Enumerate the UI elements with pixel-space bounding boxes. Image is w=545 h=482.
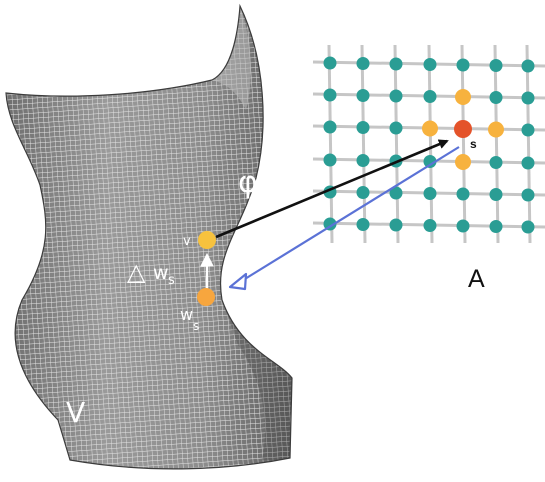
grid-line-v: [493, 44, 500, 244]
grid-line-v: [327, 44, 334, 244]
point-ws-label: w: [180, 305, 193, 324]
grid-node: [521, 220, 535, 234]
delta-subscript: s: [168, 273, 175, 288]
grid-node: [489, 220, 503, 233]
grid-node-neighbor: [455, 154, 471, 170]
grid-label: A: [468, 265, 485, 293]
grid-node: [323, 56, 337, 70]
grid-node: [489, 156, 503, 169]
point-v-label: v: [183, 234, 191, 249]
grid-node: [356, 57, 370, 70]
surface-fold-highlight: [212, 6, 251, 110]
grid-node: [389, 218, 403, 232]
delta-arrow-head: [200, 252, 214, 267]
surface-fold-shadow: [222, 300, 292, 460]
grid-node: [423, 58, 437, 71]
grid-node: [423, 90, 437, 103]
grid-node: [356, 121, 370, 134]
point-ws-subscript: s: [193, 319, 199, 333]
arrow-s-to-ws-head: [228, 272, 248, 291]
grid-node: [489, 59, 503, 72]
grid-line-v: [360, 44, 367, 244]
grid-node: [423, 187, 437, 200]
point-ws: [197, 288, 215, 306]
grid-node: [456, 187, 470, 201]
delta-w-label: w: [153, 262, 169, 284]
grid-node: [456, 219, 470, 233]
grid-node: [521, 59, 535, 73]
grid-line-v: [525, 44, 532, 244]
grid-node: [323, 88, 337, 102]
grid-node: [489, 91, 503, 104]
grid-node: [521, 156, 535, 170]
grid-node: [521, 91, 535, 105]
grid-node: [489, 188, 503, 201]
grid-node-neighbor: [455, 89, 471, 105]
surface-v: [5, 5, 293, 470]
point-v: [198, 231, 216, 249]
map-phi-subscript: w: [257, 190, 271, 210]
surface-v-label: V: [66, 396, 85, 429]
grid-node: [356, 218, 370, 231]
grid-a: [312, 44, 545, 244]
grid-node: [389, 121, 403, 135]
arrow-phi-v-to-s: [215, 139, 449, 239]
grid-node: [456, 58, 470, 72]
grid-line-v: [427, 44, 434, 244]
grid-node: [323, 120, 337, 134]
grid-node: [323, 153, 337, 167]
grid-node: [356, 186, 370, 199]
grid-node: [389, 89, 403, 103]
grid-line-v: [393, 44, 400, 244]
grid-node-center-s: [454, 120, 472, 138]
grid-node-neighbor: [422, 120, 438, 137]
grid-node: [423, 219, 437, 232]
grid-node: [356, 154, 370, 167]
delta-symbol: △: [127, 258, 146, 286]
grid-node: [389, 57, 403, 71]
grid-node: [423, 155, 437, 168]
grid-node-neighbor: [488, 121, 504, 138]
grid-center-label: s: [470, 137, 477, 151]
arrow-s-to-ws: [239, 146, 460, 283]
map-phi-symbol: φ: [238, 165, 258, 200]
grid-node: [389, 186, 403, 200]
grid-line-v: [460, 44, 467, 244]
grid-node: [356, 89, 370, 102]
grid-node: [521, 123, 535, 137]
grid-node: [521, 188, 535, 202]
